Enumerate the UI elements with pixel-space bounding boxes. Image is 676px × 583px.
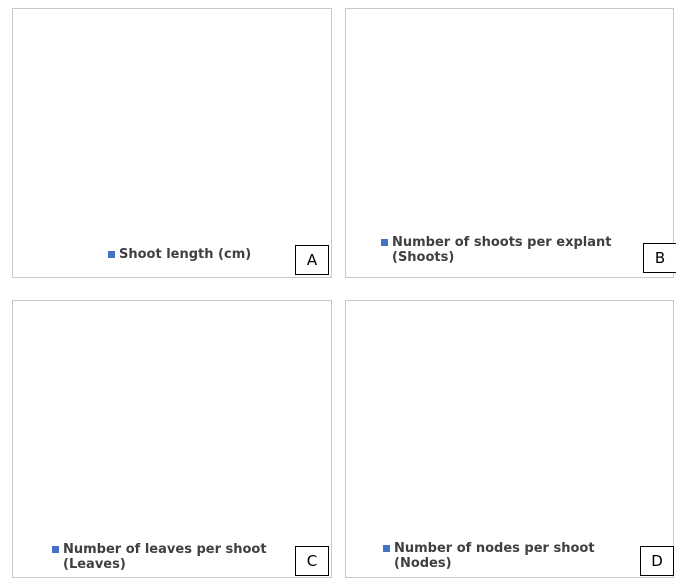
legend-d: Number of nodes per shoot (Nodes) bbox=[383, 541, 595, 571]
legend-swatch bbox=[108, 251, 115, 258]
panel-label-d: D bbox=[640, 546, 674, 576]
chart-panel-b bbox=[345, 8, 674, 278]
legend-c: Number of leaves per shoot (Leaves) bbox=[52, 542, 267, 572]
legend-label: Number of nodes per shoot (Nodes) bbox=[394, 541, 595, 571]
chart-panel-c bbox=[12, 300, 332, 578]
legend-a: Shoot length (cm) bbox=[108, 247, 251, 262]
panel-label-b: B bbox=[643, 243, 676, 273]
legend-swatch bbox=[52, 546, 59, 553]
legend-label: Number of leaves per shoot (Leaves) bbox=[63, 542, 267, 572]
chart-panel-a bbox=[12, 8, 332, 278]
legend-label: Number of shoots per explant (Shoots) bbox=[392, 235, 612, 265]
chart-panel-d bbox=[345, 300, 674, 578]
legend-b: Number of shoots per explant (Shoots) bbox=[381, 235, 611, 265]
legend-swatch bbox=[381, 239, 388, 246]
legend-swatch bbox=[383, 545, 390, 552]
legend-label: Shoot length (cm) bbox=[119, 247, 252, 262]
panel-label-a: A bbox=[295, 245, 329, 275]
panel-label-c: C bbox=[295, 546, 329, 576]
